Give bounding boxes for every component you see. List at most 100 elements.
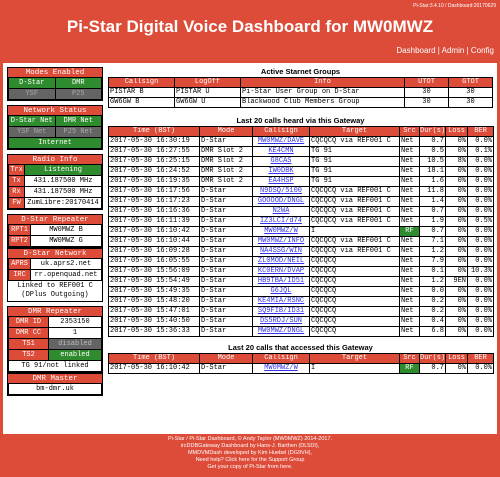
heard-cell-duration: 0.0 — [419, 286, 446, 297]
heard-cell-callsign[interactable]: SQ9FIB/ID31 — [252, 306, 310, 317]
heard-cell-mode: DMR Slot 2 — [199, 146, 253, 157]
heard-cell-target: TG 91 — [309, 176, 400, 187]
heard-cell-time: 2017-05-30 15:49:35 — [108, 286, 200, 297]
heard-cell-src: Net — [399, 326, 420, 337]
dmr-id-value: 2353150 — [48, 316, 102, 328]
heard-cell-mode: D-Star — [199, 236, 253, 247]
heard-cell-target: CQCQCQ via REF001 C — [309, 216, 400, 227]
heard-cell-callsign[interactable]: GOOOOD/DNGL — [252, 196, 310, 207]
version-text: Pi-Star:3.4.10 / Dashboard:20170629 — [413, 3, 496, 9]
footer-credit-ircddb: ircDDBGateway Dashboard by Hans-J. Barth… — [180, 443, 320, 449]
heard-cell-time: 2017-05-30 16:09:28 — [108, 246, 200, 257]
heard-cell-target: CQCQCQ — [309, 256, 400, 267]
heard-cell-time: 2017-05-30 15:48:20 — [108, 296, 200, 307]
heard-cell-callsign[interactable]: G8CAS — [252, 156, 310, 167]
heard-cell-time: 2017-05-30 16:17:56 — [108, 186, 200, 197]
heard-cell-ber: 0.0% — [467, 196, 494, 207]
ts2-label: TS2 — [8, 349, 49, 361]
col-header-callsign: Callsign — [108, 77, 175, 88]
heard-cell-callsign[interactable]: HB9TBA/ID51 — [252, 276, 310, 287]
heard-cell-duration: 1.6 — [419, 176, 446, 187]
heard-row: 2017-05-30 15:49:35 D-Star G6JQL CQCQCQ Net 0… — [108, 286, 494, 297]
heard-cell-src: Net — [399, 176, 420, 187]
accessed-title: Last 20 calls that accessed this Gateway — [228, 343, 373, 352]
heard-cell-src: Net — [399, 136, 420, 147]
starnet-cell-utot: 30 — [404, 87, 449, 98]
modes-enabled-panel: D-Star DMR YSF P25 — [7, 77, 103, 101]
heard-row: 2017-05-30 16:27:55 DMR Slot 2 KE4CMN TG 91… — [108, 146, 494, 157]
starnet-cell-logoff: GW6GW U — [174, 97, 241, 108]
heard-cell-duration: 7.1 — [419, 236, 446, 247]
heard-cell-duration: 10.5 — [419, 156, 446, 167]
heard-cell-callsign[interactable]: EA4HSP — [252, 176, 310, 187]
heard-cell-time: 2017-05-30 16:30:19 — [108, 136, 200, 147]
dstar-network-header: D-Star Network — [7, 248, 103, 258]
heard-cell-callsign[interactable]: N9DSQ/5100 — [252, 186, 310, 197]
heard-cell-ber: 10.3% — [467, 266, 494, 277]
starnet-cell-gtot: 30 — [448, 97, 493, 108]
heard-cell-callsign[interactable]: IW0DBK — [252, 166, 310, 177]
heard-cell-src: Net — [399, 236, 420, 247]
accessed-cell-target: I — [309, 363, 400, 374]
footer-support-link[interactable]: Need help? Click here for the Support Gr… — [195, 457, 305, 463]
heard-cell-callsign[interactable]: KE4CMN — [252, 146, 310, 157]
col-header-mode: Mode — [199, 126, 253, 137]
heard-cell-callsign[interactable]: MW0MWZ/DNGL — [252, 326, 310, 337]
heard-cell-callsign[interactable]: ZL0MOD/NEIL — [252, 256, 310, 267]
heard-cell-target: TG 91 — [309, 166, 400, 177]
col-header-info: Info — [240, 77, 405, 88]
accessed-cell-callsign[interactable]: MW0MWZ/W — [252, 363, 310, 374]
heard-row: 2017-05-30 15:47:01 D-Star SQ9FIB/ID31 CQCQ… — [108, 306, 494, 317]
col-header-target: Target — [309, 353, 400, 364]
starnet-cell-callsign: GW6GW B — [108, 97, 175, 108]
accessed-row: 2017-05-30 16:10:42 D-Star MW0MWZ/W I RF 0.7 0… — [108, 363, 494, 374]
footer-download-link[interactable]: Get your copy of Pi-Star from here. — [207, 464, 293, 470]
heard-cell-loss: 0% — [445, 266, 468, 277]
heard-cell-ber: 0.0% — [467, 176, 494, 187]
heard-cell-mode: D-Star — [199, 186, 253, 197]
heard-cell-callsign[interactable]: NA4SSG/WIN — [252, 246, 310, 257]
heard-row: 2017-05-30 16:11:39 D-Star IZ3LCI/d74 CQCQC… — [108, 216, 494, 227]
heard-cell-loss: 0% — [445, 226, 468, 237]
heard-cell-src: Net — [399, 286, 420, 297]
heard-cell-loss: 0% — [445, 246, 468, 257]
heard-cell-callsign[interactable]: MW0MWZ/INFO — [252, 236, 310, 247]
starnet-cell-callsign: PISTAR B — [108, 87, 175, 98]
heard-cell-time: 2017-05-30 15:40:50 — [108, 316, 200, 327]
heard-row: 2017-05-30 15:48:20 D-Star KE4MIA/RSNC CQCQ… — [108, 296, 494, 307]
heard-cell-loss: 0% — [445, 256, 468, 267]
mode-dmr-badge: DMR — [54, 77, 102, 89]
heard-cell-time: 2017-05-30 16:25:15 — [108, 156, 200, 167]
heard-cell-mode: D-Star — [199, 286, 253, 297]
heard-cell-mode: DMR Slot 2 — [199, 176, 253, 187]
heard-cell-callsign[interactable]: MW0MWZ/W — [252, 226, 310, 237]
irc-label: IRC — [8, 269, 31, 281]
dmr-cc-value: 1 — [48, 327, 102, 339]
heard-cell-callsign[interactable]: DS5RDJ/SUN — [252, 316, 310, 327]
ts1-label: TS1 — [8, 338, 49, 350]
heard-cell-loss: 0% — [445, 316, 468, 327]
heard-cell-callsign[interactable]: G6JQL — [252, 286, 310, 297]
rpt1-value: MW0MWZ B — [30, 224, 102, 236]
heard-cell-callsign[interactable]: IZ3LCI/d74 — [252, 216, 310, 227]
heard-cell-src: Net — [399, 276, 420, 287]
starnet-row: PISTAR B PISTAR U Pi-Star User Group on D-… — [108, 87, 493, 98]
trx-status: Listening — [24, 164, 102, 176]
heard-row: 2017-05-30 16:17:56 D-Star N9DSQ/5100 CQCQC… — [108, 186, 494, 197]
dmr-master-value: bm-dmr.uk — [8, 383, 102, 395]
heard-cell-callsign[interactable]: N2WA — [252, 206, 310, 217]
heard-cell-callsign[interactable]: MW0MWZ/DAVE — [252, 136, 310, 147]
nav-dashboard-link[interactable]: Dashboard — [396, 46, 436, 55]
heard-cell-ber: 0.0% — [467, 186, 494, 197]
nav-admin-link[interactable]: Admin — [441, 46, 465, 55]
heard-cell-callsign[interactable]: KE4MIA/RSNC — [252, 296, 310, 307]
heard-cell-mode: D-Star — [199, 206, 253, 217]
heard-cell-mode: D-Star — [199, 296, 253, 307]
mode-ysf-badge: YSF — [8, 88, 56, 100]
heard-cell-duration: 0.7 — [419, 136, 446, 147]
heard-cell-target: CQCQCQ — [309, 276, 400, 287]
nav-config-link[interactable]: Config — [470, 46, 494, 55]
col-header-loss: Loss — [445, 126, 468, 137]
heard-cell-callsign[interactable]: KC0ERN/DVAP — [252, 266, 310, 277]
nav-separator: | — [466, 46, 469, 55]
